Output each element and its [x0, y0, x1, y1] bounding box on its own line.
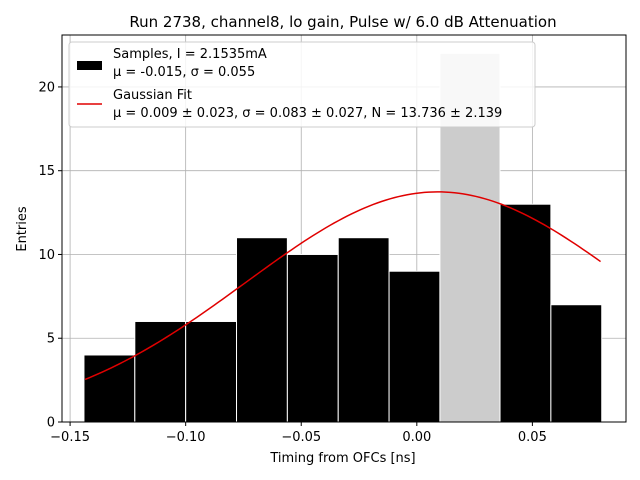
y-tick-label: 15	[38, 164, 55, 179]
histogram-bar-9	[499, 203, 552, 423]
legend-fit-label: Gaussian Fit	[113, 88, 192, 103]
y-axis-ticks: 0 5 10 15 20	[38, 80, 62, 431]
plot-frame	[61, 34, 627, 423]
histogram-bar-5	[286, 253, 339, 423]
chart-title: Run 2738, channel8, lo gain, Pulse w/ 6.…	[129, 13, 556, 31]
x-tick-label: −0.15	[50, 430, 90, 445]
x-axis-ticks: −0.15 −0.10 −0.05 0.00 0.05	[50, 422, 547, 445]
x-tick-label: −0.10	[166, 430, 206, 445]
y-tick-label: 20	[38, 80, 55, 95]
legend-samples-swatch	[77, 61, 102, 70]
x-tick-label: 0.05	[518, 430, 547, 445]
x-axis-label: Timing from OFCs [ns]	[269, 451, 415, 466]
y-axis-label: Entries	[15, 206, 30, 252]
legend-box	[68, 41, 536, 128]
histogram-bar-4	[236, 237, 288, 423]
y-tick-label: 10	[38, 248, 55, 263]
legend: Samples, I = 2.1535mA μ = -0.015, σ = 0.…	[68, 41, 536, 128]
histogram-bars	[83, 52, 603, 423]
histogram-bar-7	[388, 270, 441, 423]
legend-samples-stats: μ = -0.015, σ = 0.055	[113, 65, 255, 80]
histogram-bar-10	[550, 304, 603, 423]
legend-samples-label: Samples, I = 2.1535mA	[113, 47, 267, 62]
histogram-bar-2	[134, 320, 187, 423]
y-tick-label: 5	[47, 332, 55, 347]
histogram-bar-1	[83, 354, 136, 423]
histogram-bar-3	[185, 320, 238, 423]
legend-fit-stats: μ = 0.009 ± 0.023, σ = 0.083 ± 0.027, N …	[113, 106, 502, 121]
gaussian-fit-curve	[84, 191, 602, 381]
y-tick-label: 0	[47, 416, 55, 431]
x-tick-label: −0.05	[281, 430, 321, 445]
x-tick-label: 0.00	[402, 430, 431, 445]
histogram-bar-6	[337, 237, 390, 423]
